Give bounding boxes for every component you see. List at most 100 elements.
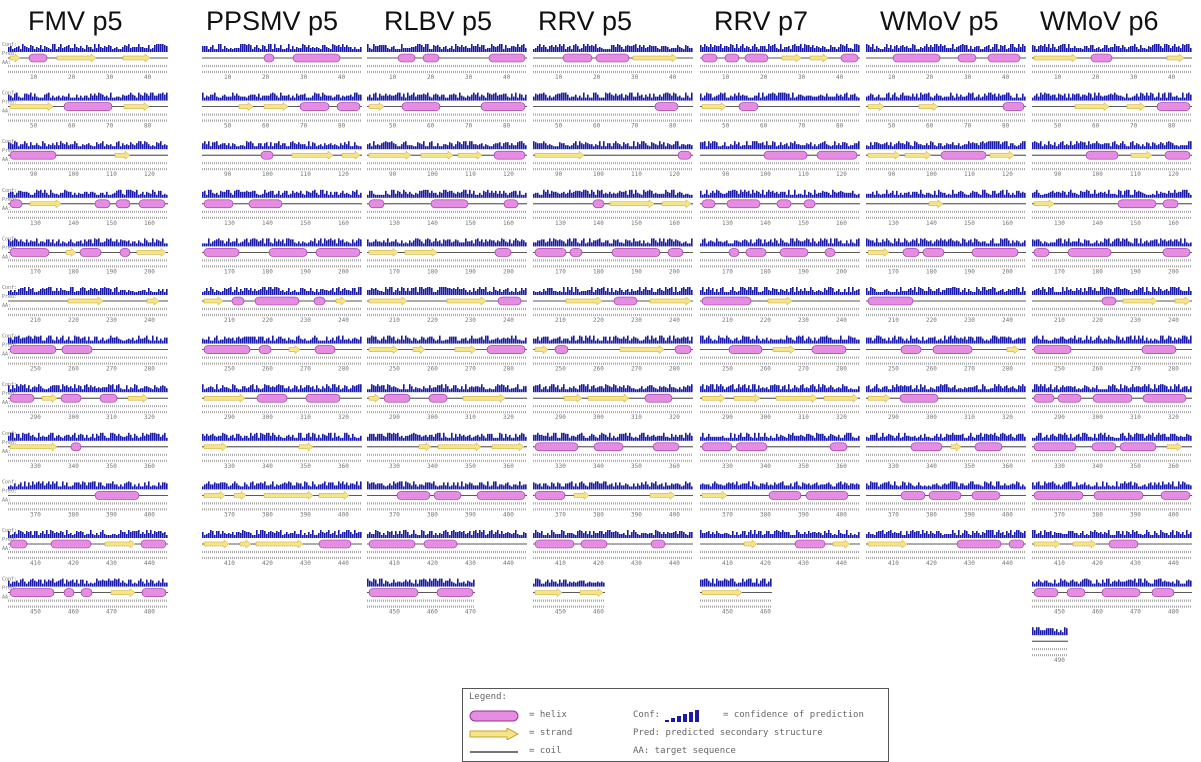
sequence-block: 290 300 310 320 xyxy=(700,384,860,421)
strand-arrow xyxy=(9,53,21,63)
position-tick: 380 xyxy=(68,511,79,518)
position-tick: 370 xyxy=(1054,511,1065,518)
sequence-block: Conf: Pred: AA: 210 220 230 240 xyxy=(2,285,168,324)
position-tick: 260 xyxy=(68,366,79,373)
confidence-bars xyxy=(202,432,362,441)
strand-arrow xyxy=(743,539,758,549)
confidence-bars xyxy=(700,189,860,198)
strand-arrow xyxy=(1130,150,1153,160)
strand-arrow xyxy=(67,296,104,306)
helix-segment xyxy=(299,102,330,111)
legend-row-coil: = coil AA: target sequence xyxy=(463,743,888,761)
strand-arrow xyxy=(950,442,962,452)
helix-segment xyxy=(423,539,458,549)
position-tick: 450 xyxy=(722,609,733,616)
strand-arrow xyxy=(368,345,399,355)
strand-arrow xyxy=(587,393,630,403)
row-label: AA: xyxy=(2,546,11,552)
position-tick: 360 xyxy=(669,463,680,470)
helix-segment xyxy=(932,345,973,354)
confidence-bars xyxy=(202,287,362,295)
position-tick: 140 xyxy=(262,220,273,227)
position-tick: 10 xyxy=(1054,74,1062,81)
helix-segment xyxy=(318,539,352,549)
position-tick: 80 xyxy=(1002,123,1010,130)
sequence-block: 330 340 350 360 xyxy=(533,432,693,470)
confidence-bars xyxy=(8,384,168,393)
position-tick: 80 xyxy=(1168,123,1176,130)
position-tick: 50 xyxy=(722,123,730,130)
strand-arrow xyxy=(661,199,692,209)
helix-segment xyxy=(486,345,526,354)
confidence-bars xyxy=(1032,335,1192,344)
row-label: Pred: xyxy=(2,488,17,494)
position-tick: 240 xyxy=(669,317,680,324)
helix-segment xyxy=(258,345,272,354)
helix-segment xyxy=(829,442,848,452)
position-tick: 220 xyxy=(427,317,438,324)
position-tick: 390 xyxy=(106,511,117,518)
helix-segment xyxy=(763,150,808,160)
strand-arrow xyxy=(823,393,859,403)
sequence-block: 410 420 430 440 xyxy=(866,530,1026,567)
strand-arrow xyxy=(318,490,350,500)
strand-arrow xyxy=(437,442,482,452)
position-tick: 230 xyxy=(631,317,642,324)
helix-segment xyxy=(794,539,826,549)
position-tick: 250 xyxy=(30,366,41,373)
confidence-bars xyxy=(533,530,693,538)
position-tick: 410 xyxy=(1054,560,1065,567)
strand-arrow xyxy=(781,53,802,63)
helix-segment xyxy=(268,248,308,257)
legend-title: Legend: xyxy=(469,692,507,702)
position-tick: 230 xyxy=(300,317,311,324)
position-tick: 270 xyxy=(300,366,311,373)
position-tick: 40 xyxy=(1002,74,1010,81)
confidence-bars xyxy=(866,384,1026,393)
helix-segment xyxy=(1033,588,1059,597)
confidence-bars xyxy=(8,189,168,198)
row-label: Conf: xyxy=(2,285,17,291)
position-tick: 110 xyxy=(964,171,975,178)
strand-arrow xyxy=(341,150,361,160)
position-tick: 340 xyxy=(427,463,438,470)
position-tick: 250 xyxy=(722,366,733,373)
helix-segment xyxy=(701,199,716,209)
position-tick: 110 xyxy=(465,171,476,178)
strand-arrow xyxy=(9,102,54,112)
position-tick: 30 xyxy=(964,74,972,81)
sequence-block: Conf: Pred: AA: 450 460 470 480 xyxy=(2,577,168,616)
helix-segment xyxy=(494,248,512,257)
row-label: AA: xyxy=(2,497,11,503)
strand-arrow xyxy=(609,199,655,209)
position-tick: 240 xyxy=(1002,317,1013,324)
sequence-block: Conf: Pred: AA: 250 260 270 280 xyxy=(2,334,168,373)
helix-segment xyxy=(654,102,679,111)
confidence-bars xyxy=(202,335,362,344)
confidence-bars xyxy=(1032,287,1192,295)
helix-segment xyxy=(1108,539,1139,549)
position-tick: 230 xyxy=(465,317,476,324)
position-tick: 100 xyxy=(68,171,79,178)
sequence-block: 10 20 30 40 xyxy=(1032,44,1192,81)
position-tick: 310 xyxy=(964,414,975,421)
position-tick: 410 xyxy=(389,560,400,567)
position-tick: 20 xyxy=(593,74,601,81)
position-tick: 70 xyxy=(631,123,639,130)
position-tick: 400 xyxy=(144,511,155,518)
strand-arrow xyxy=(918,102,939,112)
row-label: Pred: xyxy=(2,586,17,592)
panel-title: WMoV p5 xyxy=(880,6,999,36)
position-tick: 150 xyxy=(465,220,476,227)
sequence-block: 410 420 430 440 xyxy=(367,530,527,567)
position-tick: 10 xyxy=(30,74,38,81)
helix-segment xyxy=(726,199,761,209)
confidence-bars xyxy=(700,44,860,52)
confidence-bars xyxy=(202,238,362,247)
helix-segment xyxy=(987,53,1021,63)
position-tick: 110 xyxy=(631,171,642,178)
helix-segment xyxy=(1119,442,1157,452)
confidence-bars xyxy=(533,92,693,101)
position-tick: 390 xyxy=(798,511,809,518)
